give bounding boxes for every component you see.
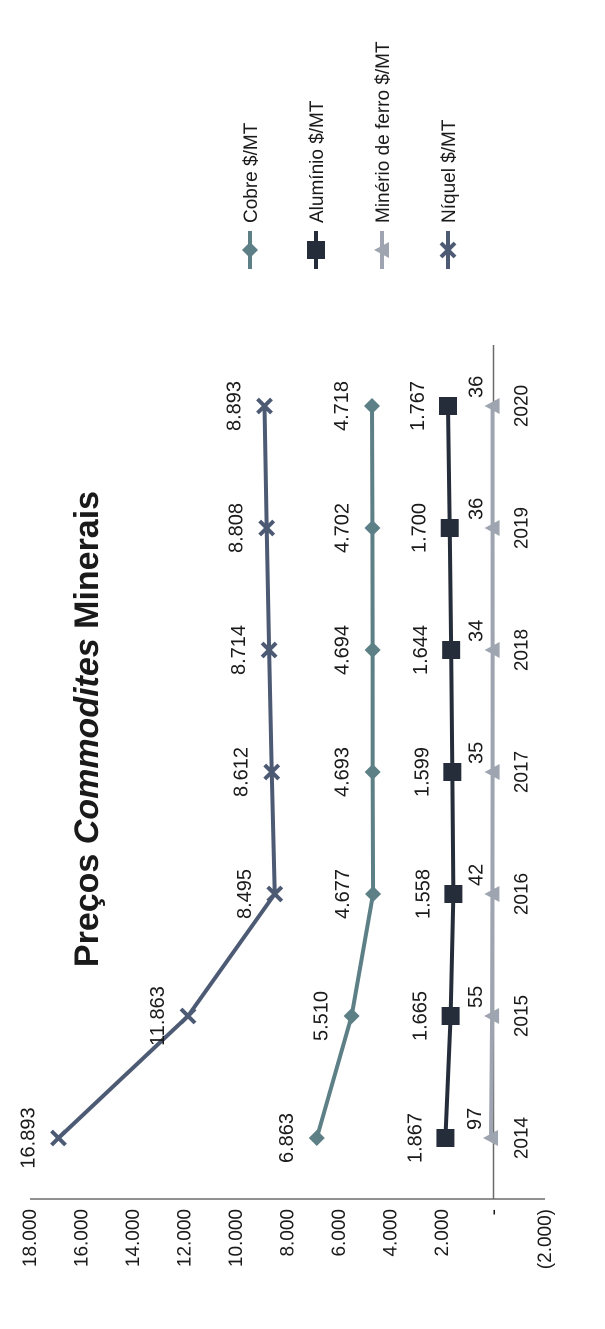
data-label-minerio-de-ferro-mt: 55: [465, 986, 487, 1008]
y-tick-label: 10.000: [226, 1209, 247, 1267]
legend-item-niquel-mt: Níquel $/MT: [439, 119, 460, 269]
data-label-aluminio-mt: 1.767: [407, 381, 429, 431]
y-tick-label: 16.000: [72, 1209, 93, 1267]
y-tick-label: -: [484, 1209, 505, 1215]
data-label-niquel-mt: 8.714: [228, 625, 250, 675]
data-label-cobre-mt: 4.677: [332, 869, 354, 919]
point-minerio-de-ferro-mt: [484, 886, 500, 902]
legend-item-aluminio-mt: Alumínio $/MT: [307, 100, 328, 269]
y-tick-label: (2.000): [535, 1209, 556, 1269]
data-label-niquel-mt: 8.612: [231, 747, 253, 797]
data-label-aluminio-mt: 1.665: [410, 991, 432, 1041]
point-cobre-mt: [308, 1130, 325, 1146]
point-minerio-de-ferro-mt: [484, 642, 500, 658]
chart-title-prefix: Preços: [68, 844, 106, 967]
y-tick-label: 2.000: [432, 1209, 453, 1257]
legend-label: Níquel $/MT: [439, 119, 460, 223]
point-niquel-mt: [263, 763, 281, 781]
data-label-cobre-mt: 4.702: [331, 503, 353, 553]
legend-marker-minerio-de-ferro-mt: [374, 242, 389, 258]
point-cobre-mt: [364, 764, 381, 780]
series-markers: [50, 397, 500, 1147]
x-category-label: 2014: [512, 1116, 533, 1159]
data-label-aluminio-mt: 1.700: [409, 503, 431, 553]
data-label-minerio-de-ferro-mt: 42: [465, 864, 487, 886]
x-category-label: 2018: [512, 629, 533, 671]
data-label-minerio-de-ferro-mt: 35: [466, 742, 488, 764]
data-label-niquel-mt: 8.893: [224, 381, 246, 431]
data-label-minerio-de-ferro-mt: 36: [466, 376, 488, 398]
point-aluminio-mt: [438, 397, 457, 415]
point-minerio-de-ferro-mt: [484, 520, 500, 536]
point-aluminio-mt: [436, 1129, 455, 1147]
legend-marker-aluminio-mt: [307, 241, 325, 259]
data-label-niquel-mt: 11.863: [147, 986, 169, 1046]
x-category-label: 2019: [512, 507, 533, 549]
point-aluminio-mt: [444, 885, 463, 903]
point-minerio-de-ferro-mt: [484, 1008, 500, 1024]
data-label-cobre-mt: 4.718: [331, 381, 353, 431]
point-niquel-mt: [50, 1129, 67, 1147]
point-aluminio-mt: [442, 641, 461, 659]
point-minerio-de-ferro-mt: [484, 764, 500, 780]
data-label-minerio-de-ferro-mt: 97: [464, 1108, 486, 1130]
data-label-niquel-mt: 16.893: [18, 1107, 40, 1168]
data-labels: 6.863 5.510 4.677 4.693 4.694 4.702 4.718 1.867…: [18, 376, 488, 1169]
data-label-minerio-de-ferro-mt: 36: [466, 498, 488, 520]
point-aluminio-mt: [441, 1007, 460, 1025]
point-cobre-mt: [364, 642, 381, 658]
point-niquel-mt: [258, 519, 276, 537]
point-niquel-mt: [179, 1007, 197, 1025]
y-tick-label: 14.000: [123, 1209, 144, 1267]
point-cobre-mt: [365, 886, 382, 902]
legend-item-minerio-de-ferro-mt: Minério de ferro $/MT: [373, 41, 394, 269]
legend-item-cobre-mt: Cobre $/MT: [241, 122, 262, 269]
data-label-cobre-mt: 4.694: [332, 625, 354, 675]
point-cobre-mt: [364, 520, 381, 536]
legend-marker-cobre-mt: [242, 242, 258, 258]
y-tick-labels: 18.000 16.000 14.000 12.000 10.000 8.000 6.000…: [20, 1209, 556, 1269]
data-label-cobre-mt: 5.510: [311, 991, 333, 1041]
chart-title-emphasis: Commodites: [68, 638, 106, 844]
x-category-label: 2020: [512, 385, 533, 427]
data-label-cobre-mt: 6.863: [276, 1113, 298, 1163]
x-category-label: 2017: [512, 751, 533, 793]
point-niquel-mt: [256, 397, 273, 415]
data-label-minerio-de-ferro-mt: 34: [466, 620, 488, 642]
legend-label: Minério de ferro $/MT: [373, 41, 394, 223]
x-category-label: 2016: [512, 873, 533, 915]
point-aluminio-mt: [443, 763, 462, 781]
legend: Cobre $/MT Alumínio $/MT Minério de ferro …: [241, 41, 460, 269]
data-label-aluminio-mt: 1.644: [410, 625, 432, 675]
data-label-aluminio-mt: 1.867: [404, 1113, 426, 1163]
y-tick-label: 4.000: [381, 1209, 402, 1257]
chart-title: Preços Commodites Minerais: [68, 491, 106, 967]
chart-title-suffix: Minerais: [68, 491, 106, 638]
x-category-labels: 2014 2015 2016 2017 2018 2019 2020: [512, 385, 533, 1159]
data-label-niquel-mt: 8.495: [234, 869, 256, 919]
data-label-aluminio-mt: 1.599: [411, 747, 433, 797]
point-niquel-mt: [260, 641, 278, 659]
point-minerio-de-ferro-mt: [483, 1130, 499, 1146]
point-aluminio-mt: [440, 519, 459, 537]
point-minerio-de-ferro-mt: [484, 398, 500, 414]
data-label-cobre-mt: 4.693: [332, 747, 354, 797]
x-category-label: 2015: [512, 995, 533, 1037]
legend-label: Cobre $/MT: [241, 122, 262, 223]
y-tick-label: 6.000: [329, 1209, 350, 1257]
axes-group: [30, 345, 545, 1200]
data-label-aluminio-mt: 1.558: [412, 869, 434, 919]
data-label-niquel-mt: 8.808: [226, 503, 248, 553]
legend-label: Alumínio $/MT: [307, 100, 328, 223]
y-tick-label: 12.000: [175, 1209, 196, 1267]
point-cobre-mt: [364, 398, 381, 414]
legend-marker-niquel-mt: [439, 241, 457, 259]
point-cobre-mt: [343, 1008, 360, 1024]
point-niquel-mt: [266, 885, 284, 903]
y-tick-label: 18.000: [20, 1209, 41, 1267]
y-tick-label: 8.000: [278, 1209, 299, 1257]
